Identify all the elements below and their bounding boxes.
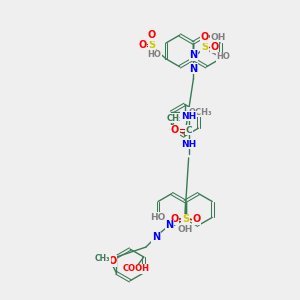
Text: OH: OH [178, 225, 193, 234]
Text: O: O [192, 214, 200, 224]
Text: C: C [185, 126, 192, 135]
Text: N: N [189, 50, 197, 60]
Text: N: N [189, 64, 197, 74]
Text: O: O [138, 40, 146, 50]
Text: CH₃: CH₃ [167, 114, 183, 123]
Text: NH: NH [181, 112, 196, 121]
Text: O: O [108, 256, 116, 266]
Text: N: N [152, 232, 160, 242]
Text: N: N [166, 220, 174, 230]
Text: HO: HO [217, 52, 230, 62]
Text: HO: HO [147, 50, 161, 59]
Text: S: S [201, 42, 208, 52]
Text: NH: NH [181, 140, 196, 148]
Text: S: S [148, 40, 156, 50]
Text: COOH: COOH [122, 264, 149, 273]
Text: OH: OH [211, 33, 226, 42]
Text: OCH₃: OCH₃ [189, 108, 212, 117]
Text: O: O [148, 30, 156, 40]
Text: O: O [210, 42, 219, 52]
Text: CH₃: CH₃ [95, 254, 110, 263]
Text: S: S [182, 214, 189, 224]
Text: O: O [170, 214, 179, 224]
Text: O: O [200, 32, 209, 42]
Text: HO: HO [151, 213, 166, 222]
Text: O: O [171, 125, 179, 135]
